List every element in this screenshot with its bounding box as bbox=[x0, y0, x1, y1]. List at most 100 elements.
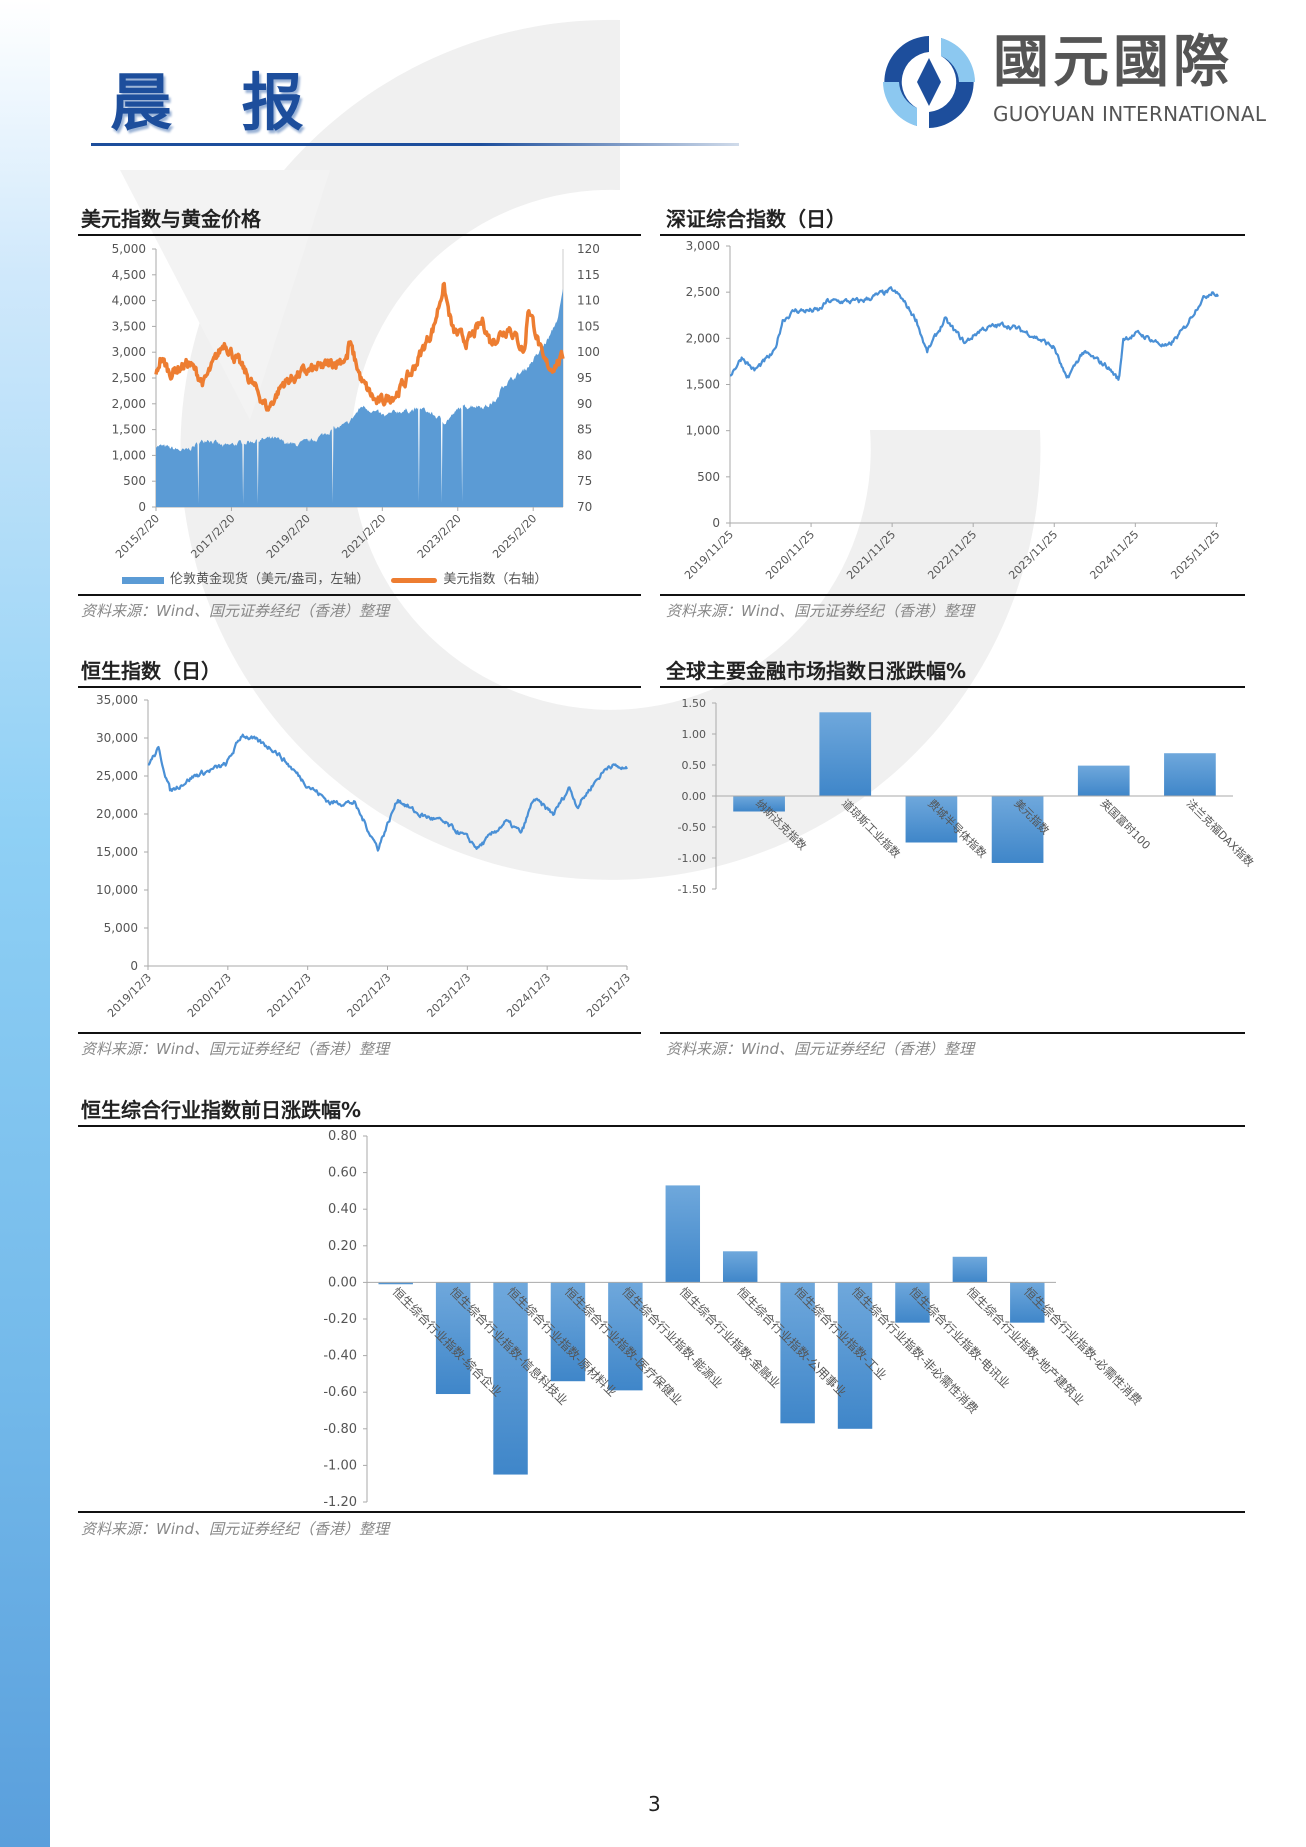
y-tick-label: -0.20 bbox=[323, 1312, 357, 1327]
y-tick-label: 3,500 bbox=[112, 319, 146, 333]
y-tick-label: -1.50 bbox=[678, 883, 706, 896]
x-tick-label: 2025/12/3 bbox=[584, 971, 633, 1020]
y-tick-label: 2,000 bbox=[112, 397, 146, 411]
y-right-tick-label: 110 bbox=[577, 294, 600, 308]
y-right-tick-label: 120 bbox=[577, 242, 600, 256]
x-tick-label: 2021/2/20 bbox=[339, 512, 388, 561]
y-tick-label: 2,000 bbox=[686, 331, 720, 345]
source-note: 资料来源：Wind、国元证券经纪（香港）整理 bbox=[666, 602, 975, 620]
x-tick-label: 2019/12/3 bbox=[105, 971, 154, 1020]
y-tick-label: 3,000 bbox=[112, 345, 146, 359]
divider bbox=[78, 594, 641, 596]
divider bbox=[78, 686, 641, 688]
y-tick-label: 1,000 bbox=[686, 424, 720, 438]
chart-title-hs-industry: 恒生综合行业指数前日涨跌幅% bbox=[81, 1098, 362, 1122]
source-note: 资料来源：Wind、国元证券经纪（香港）整理 bbox=[666, 1040, 975, 1058]
y-tick-label: -0.60 bbox=[323, 1385, 357, 1400]
chart-title-usd-gold: 美元指数与黄金价格 bbox=[81, 207, 261, 231]
x-tick-label: 2017/2/20 bbox=[188, 512, 237, 561]
logo-chinese-name: 國元國際 bbox=[993, 30, 1233, 95]
divider bbox=[78, 1511, 1245, 1513]
y-tick-label: 500 bbox=[697, 470, 720, 484]
bar bbox=[550, 1282, 586, 1382]
bar bbox=[895, 1282, 930, 1323]
x-tick-label: 2015/2/20 bbox=[113, 512, 162, 561]
y-tick-label: 1,500 bbox=[686, 378, 720, 392]
y-tick-label: 0.20 bbox=[328, 1239, 357, 1254]
legend-swatch-usd bbox=[391, 577, 438, 583]
bar bbox=[493, 1282, 528, 1475]
y-right-tick-label: 70 bbox=[577, 500, 592, 514]
x-tick-label: 2023/2/20 bbox=[415, 512, 464, 561]
y-tick-label: -1.00 bbox=[678, 852, 706, 865]
y-tick-label: 0.80 bbox=[328, 1129, 357, 1144]
title-underline bbox=[91, 143, 739, 146]
chart-hs_industry: -1.20 -1.00 -0.80 -0.60 -0.40 -0.20 0.00 0.20 0.… bbox=[323, 1129, 1145, 1510]
y-tick-label: 0.40 bbox=[328, 1202, 357, 1217]
y-tick-label: 15,000 bbox=[96, 845, 138, 859]
y-tick-label: -0.40 bbox=[323, 1349, 357, 1364]
category-label: 英国富时100 bbox=[1098, 796, 1154, 852]
category-label: 恒生综合行业指数-电讯业 bbox=[906, 1284, 1013, 1391]
y-tick-label: 1.50 bbox=[682, 697, 707, 710]
y-tick-label: 5,000 bbox=[112, 242, 146, 256]
x-tick-label: 2022/11/25 bbox=[925, 528, 979, 582]
divider bbox=[660, 234, 1245, 236]
bar bbox=[733, 796, 785, 812]
y-tick-label: 35,000 bbox=[96, 693, 138, 707]
x-tick-label: 2022/12/3 bbox=[345, 971, 394, 1020]
bar bbox=[1164, 753, 1216, 796]
divider bbox=[660, 594, 1245, 596]
y-tick-label: 2,500 bbox=[686, 285, 720, 299]
y-tick-label: 0.00 bbox=[328, 1275, 357, 1290]
y-tick-label: 4,000 bbox=[112, 294, 146, 308]
bar bbox=[722, 1251, 758, 1283]
chart-title-szse: 深证综合指数（日） bbox=[666, 207, 846, 231]
legend-swatch-gold bbox=[122, 576, 164, 584]
y-tick-label: 0.50 bbox=[682, 759, 707, 772]
report-title: 晨 报 bbox=[110, 66, 328, 139]
bar bbox=[378, 1282, 413, 1285]
y-tick-label: 5,000 bbox=[104, 921, 138, 935]
y-tick-label: -1.20 bbox=[323, 1495, 357, 1510]
y-right-tick-label: 95 bbox=[577, 371, 592, 385]
x-tick-label: 2019/11/25 bbox=[682, 528, 736, 582]
series-line-hsi bbox=[147, 733, 628, 852]
category-label: 恒生综合行业指数-必需性消费 bbox=[1021, 1284, 1145, 1408]
x-tick-label: 2024/12/3 bbox=[504, 971, 553, 1020]
divider bbox=[660, 686, 1245, 688]
y-tick-label: 0 bbox=[130, 959, 138, 973]
bar bbox=[837, 1282, 873, 1429]
bar bbox=[780, 1282, 815, 1424]
x-tick-label: 2020/12/3 bbox=[185, 971, 234, 1020]
source-note: 资料来源：Wind、国元证券经纪（香港）整理 bbox=[81, 1520, 390, 1538]
y-tick-label: 500 bbox=[123, 474, 146, 488]
y-right-tick-label: 90 bbox=[577, 397, 592, 411]
y-tick-label: 4,500 bbox=[112, 268, 146, 282]
bar bbox=[665, 1185, 701, 1283]
series-line-usd_gold bbox=[154, 281, 565, 412]
bar bbox=[952, 1256, 988, 1283]
bar bbox=[991, 796, 1044, 863]
x-tick-label: 2019/2/20 bbox=[264, 512, 313, 561]
y-right-tick-label: 75 bbox=[577, 474, 592, 488]
y-tick-label: -1.00 bbox=[323, 1458, 357, 1473]
y-right-tick-label: 105 bbox=[577, 319, 600, 333]
x-tick-label: 2023/11/25 bbox=[1006, 528, 1060, 582]
bar bbox=[608, 1282, 643, 1391]
source-note: 资料来源：Wind、国元证券经纪（香港）整理 bbox=[81, 1040, 390, 1058]
divider bbox=[78, 1125, 1245, 1127]
category-label: 道琼斯工业指数 bbox=[839, 796, 903, 860]
bar bbox=[435, 1282, 471, 1395]
series-line-szse bbox=[729, 286, 1219, 381]
bar bbox=[1010, 1282, 1045, 1323]
logo-english-name: GUOYUAN INTERNATIONAL bbox=[993, 102, 1267, 126]
y-tick-label: 2,500 bbox=[112, 371, 146, 385]
decorative-side-stripe bbox=[0, 0, 50, 1847]
y-right-tick-label: 100 bbox=[577, 345, 600, 359]
guoyuan-logo-icon bbox=[883, 36, 975, 128]
y-tick-label: 30,000 bbox=[96, 731, 138, 745]
category-label: 恒生综合行业指数-金融业 bbox=[677, 1284, 784, 1391]
